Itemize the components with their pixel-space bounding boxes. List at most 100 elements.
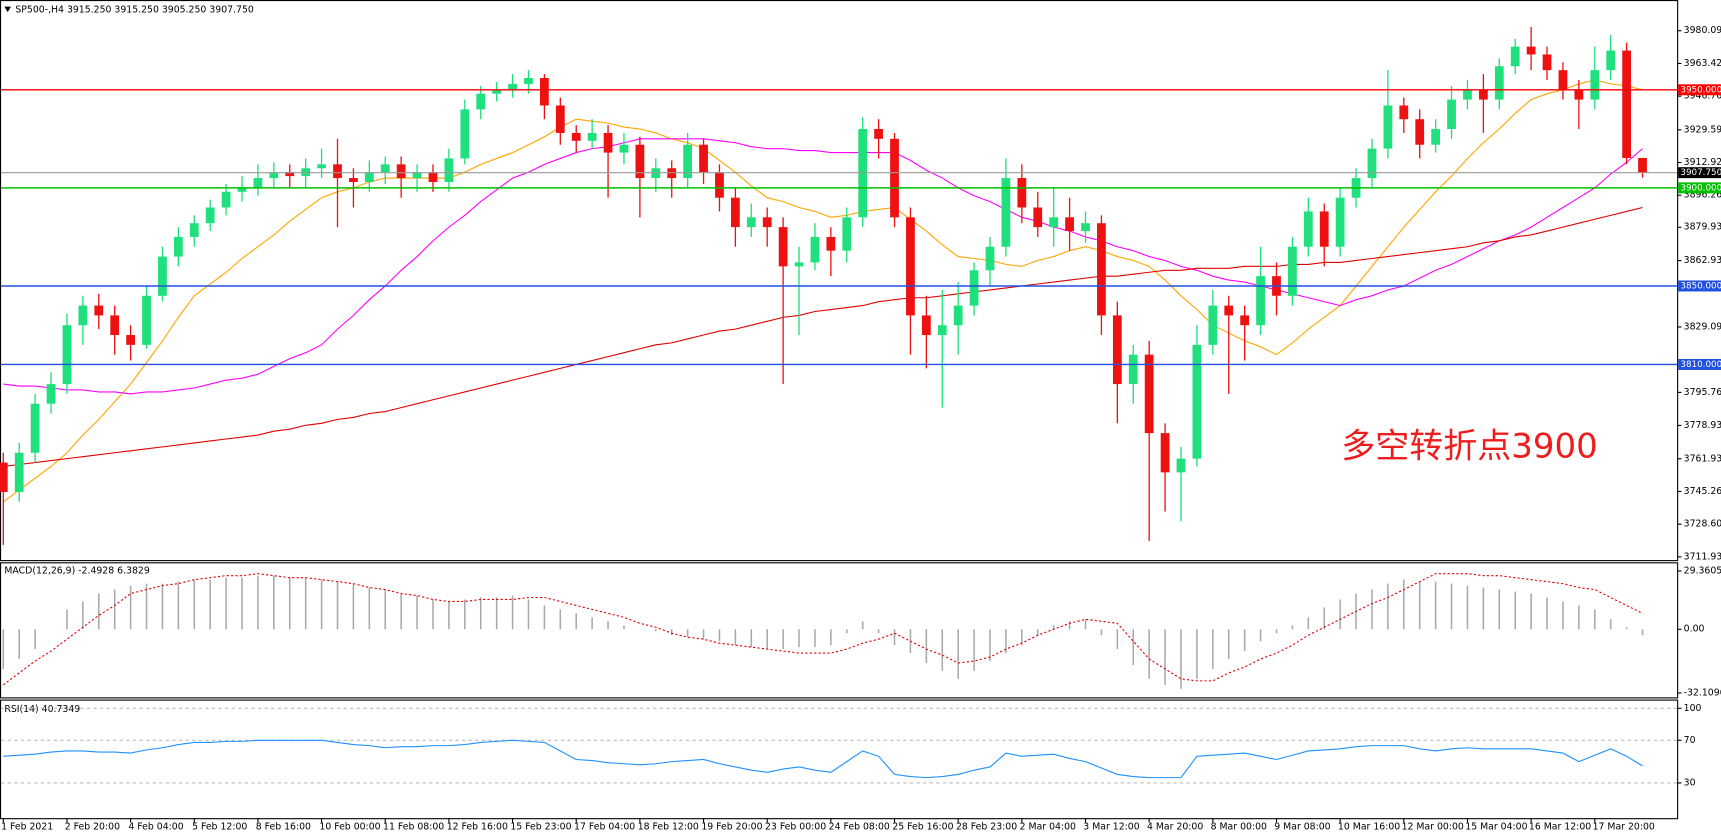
y-tick-label: 3745.265 xyxy=(1684,486,1721,497)
candle-body xyxy=(158,256,167,296)
level-label: 3950.000 xyxy=(1680,85,1721,95)
candle-body xyxy=(1415,119,1425,145)
moving-average xyxy=(3,206,1643,468)
candle-body xyxy=(1017,178,1027,208)
x-tick-label: 4 Mar 20:00 xyxy=(1147,821,1203,832)
candle-body xyxy=(1431,129,1441,145)
candle-body xyxy=(253,178,263,188)
candle-body xyxy=(173,236,183,257)
candle-body xyxy=(1208,305,1218,345)
level-label: 3850.000 xyxy=(1680,281,1721,291)
x-tick-label: 5 Feb 12:00 xyxy=(192,821,247,832)
y-tick-label: 3795.765 xyxy=(1684,387,1721,398)
candle-body xyxy=(1176,458,1186,473)
candle-body xyxy=(1288,246,1297,296)
level-tag xyxy=(1678,358,1721,370)
x-tick-label: 12 Mar 00:00 xyxy=(1402,821,1464,832)
candle-body xyxy=(619,144,629,153)
candle-body xyxy=(94,305,104,316)
x-tick-label: 17 Feb 04:00 xyxy=(574,821,635,832)
x-tick-label: 24 Feb 08:00 xyxy=(829,821,890,832)
candle-body xyxy=(762,217,772,228)
x-tick-label: 18 Feb 12:00 xyxy=(638,821,699,832)
y-tick-label: 30 xyxy=(1684,777,1696,788)
y-tick-label: 3711.935 xyxy=(1684,551,1721,562)
candle-body xyxy=(953,305,963,326)
candle-body xyxy=(1033,207,1043,228)
candle-body xyxy=(1335,197,1345,247)
candle-body xyxy=(349,178,358,182)
candle-body xyxy=(30,403,40,453)
candle-body xyxy=(937,325,947,336)
y-tick-label: 3761.930 xyxy=(1684,453,1721,464)
macd-panel xyxy=(0,562,1679,699)
candle-body xyxy=(683,144,693,179)
candle-body xyxy=(1065,217,1074,232)
candle-body xyxy=(205,207,215,224)
candle-body xyxy=(635,144,645,179)
candle-body xyxy=(396,164,406,179)
candle-body xyxy=(1622,50,1631,158)
x-tick-label: 9 Mar 08:00 xyxy=(1274,821,1330,832)
candle-body xyxy=(189,223,199,237)
candle-body xyxy=(778,227,788,267)
x-tick-label: 19 Feb 20:00 xyxy=(701,821,762,832)
candle-body xyxy=(317,164,326,169)
candle-body xyxy=(555,105,565,133)
candle-body xyxy=(540,78,549,106)
y-tick-label: 3778.930 xyxy=(1684,420,1721,431)
y-tick-label: 3963.425 xyxy=(1684,58,1721,69)
candle-body xyxy=(746,217,756,228)
x-tick-label: 28 Feb 23:00 xyxy=(956,821,1017,832)
candle-body xyxy=(492,89,502,94)
candle-body xyxy=(1447,99,1456,130)
symbol-header: SP500-,H4 3915.250 3915.250 3905.250 390… xyxy=(15,4,254,15)
candle-body xyxy=(730,197,740,228)
candle-body xyxy=(1463,89,1472,100)
candle-body xyxy=(603,132,613,153)
candle-body xyxy=(1606,50,1616,71)
candle-body xyxy=(1638,157,1647,173)
candle-body xyxy=(1049,217,1059,228)
x-tick-label: 1 Feb 2021 xyxy=(1,821,53,832)
candle-body xyxy=(699,144,708,173)
candle-body xyxy=(906,217,915,316)
x-tick-label: 15 Mar 04:00 xyxy=(1465,821,1527,832)
macd-header: MACD(12,26,9) -2.4928 6.3829 xyxy=(4,566,149,577)
y-tick-label: 3862.930 xyxy=(1684,255,1721,266)
candle-body xyxy=(874,129,884,139)
candle-body xyxy=(1160,433,1170,473)
macd-signal xyxy=(2,573,1643,686)
candle-body xyxy=(460,109,470,159)
annotation: 多空转折点3900 xyxy=(1341,427,1598,467)
candle-body xyxy=(1112,315,1122,385)
candle-body xyxy=(110,315,120,336)
candle-body xyxy=(890,138,899,218)
y-tick-label: 100 xyxy=(1684,703,1702,714)
rsi-panel xyxy=(0,699,1679,820)
candle-body xyxy=(1097,223,1106,316)
candle-body xyxy=(1224,305,1234,316)
y-tick-label: 3829.095 xyxy=(1684,321,1721,332)
x-tick-label: 10 Feb 00:00 xyxy=(319,821,380,832)
candle-body xyxy=(78,305,88,326)
main-panel xyxy=(0,0,1679,562)
x-tick-label: 16 Mar 12:00 xyxy=(1529,821,1591,832)
candle-body xyxy=(333,164,342,179)
y-tick-label: 3980.090 xyxy=(1684,25,1721,36)
candle-body xyxy=(794,262,804,267)
candle-body xyxy=(142,295,151,345)
y-tick-label: 70 xyxy=(1684,735,1696,746)
candle-body xyxy=(1367,148,1377,179)
x-tick-label: 25 Feb 16:00 xyxy=(892,821,953,832)
x-tick-label: 8 Feb 16:00 xyxy=(256,821,311,832)
y-tick-label: 3946.760 xyxy=(1684,91,1721,102)
y-tick-label: 3728.600 xyxy=(1684,519,1721,530)
candle-body xyxy=(810,236,820,263)
y-tick-label: 3912.925 xyxy=(1684,157,1721,168)
y-tick-label: 3929.590 xyxy=(1684,124,1721,135)
candle-body xyxy=(1478,89,1488,100)
candle-body xyxy=(1590,70,1600,100)
